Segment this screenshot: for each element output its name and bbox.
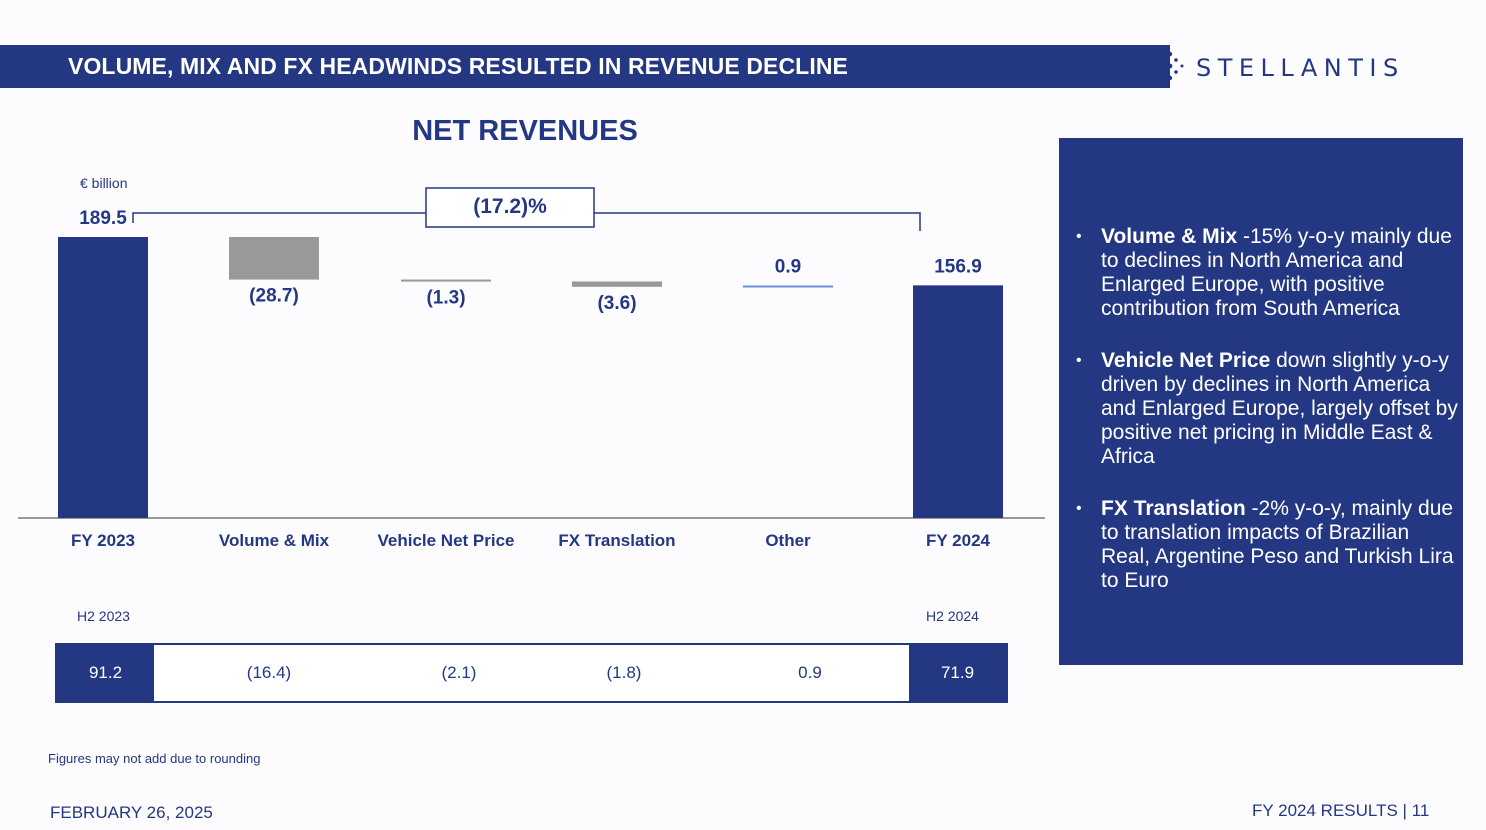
h2-cell-fx-translation: (1.8) [606,663,642,682]
unit-label: € billion [80,175,128,191]
h2-end-caption: H2 2024 [926,608,979,624]
bullet-dot-icon: • [1076,500,1082,517]
bar-1 [229,237,319,280]
bullet-vehicle-net-price: • Vehicle Net Price down slightly y-o-y … [1076,349,1459,469]
h2-cell-volume-mix: (16.4) [246,663,292,682]
category-label-1: Volume & Mix [219,531,330,550]
bullet-title: Vehicle Net Price [1101,349,1271,372]
value-label-0: 189.5 [79,208,127,229]
value-label-3: (3.6) [597,293,636,314]
footer-results: FY 2024 RESULTS | 11 [1252,801,1430,820]
bar-4 [743,285,833,288]
bullet-dot-icon: • [1076,352,1082,369]
bar-3 [572,281,662,287]
bullet-text: -15% y-o-y mainly due to declines in Nor… [1101,225,1452,320]
chart-title: NET REVENUES [412,115,638,147]
category-label-4: Other [765,531,811,550]
value-label-5: 156.9 [934,256,982,277]
footnote: Figures may not add due to rounding [48,751,261,766]
category-label-5: FY 2024 [926,531,991,550]
change-box [425,187,595,228]
bar-2 [401,279,491,282]
bullet-text: down slightly y-o-y driven by declines i… [1101,349,1458,468]
value-label-2: (1.3) [426,288,465,309]
bar-5 [913,285,1003,518]
footer-date: FEBRUARY 26, 2025 [50,803,213,822]
category-label-3: FX Translation [558,531,675,550]
bullet-dot-icon: • [1076,228,1082,245]
value-label-1: (28.7) [249,286,299,307]
category-label-2: Vehicle Net Price [377,531,514,550]
bullet-volume-mix: • Volume & Mix -15% y-o-y mainly due to … [1076,225,1459,321]
stellantis-logo: STELLANTIS [1162,40,1452,92]
value-label-4: 0.9 [775,256,801,277]
change-pct-label: (17.2)% [473,195,547,218]
waterfall-chart: 189.5 FY 2023 (28.7) Volume & Mix (1.3) Vehic… [18,187,1045,550]
h2-cell-fy2023: 91.2 [57,645,154,701]
logo-wordmark: STELLANTIS [1196,54,1405,82]
bar-0 [58,237,148,518]
h2-table: 91.2 (16.4) (2.1) (1.8) 0.9 71.9 [55,643,1008,703]
commentary-panel: • Volume & Mix -15% y-o-y mainly due to … [1059,138,1463,665]
category-label-0: FY 2023 [71,531,135,550]
bullet-title: FX Translation [1101,497,1246,520]
bullet-fx-translation: • FX Translation -2% y-o-y, mainly due t… [1076,497,1459,593]
h2-cell-fy2024: 71.9 [909,645,1006,701]
bullet-text: -2% y-o-y, mainly due to translation imp… [1101,497,1454,592]
h2-cell-other: 0.9 [798,663,822,682]
h2-cell-vehicle-net-price: (2.1) [441,663,477,682]
slide-title: VOLUME, MIX AND FX HEADWINDS RESULTED IN… [68,53,848,79]
h2-start-caption: H2 2023 [77,608,130,624]
title-band: VOLUME, MIX AND FX HEADWINDS RESULTED IN… [0,45,1170,88]
bullet-title: Volume & Mix [1101,225,1238,248]
stellantis-logo-icon [1163,51,1184,81]
